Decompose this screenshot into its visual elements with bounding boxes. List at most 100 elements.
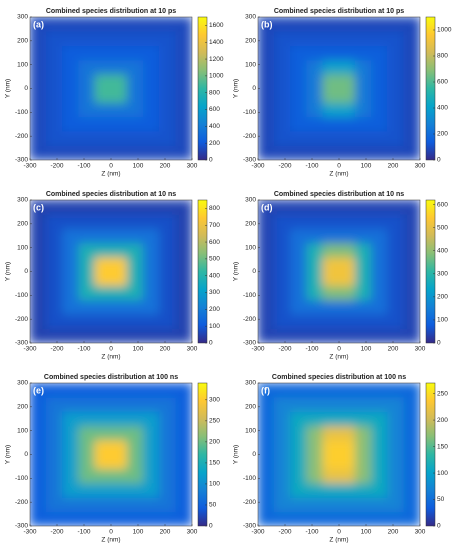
heatmap-cell [110,299,128,315]
heatmap-cell [94,314,112,329]
colorbar-tick-label: 300 [209,289,220,296]
y-tick-label: -100 [15,292,28,299]
y-tick-label: 100 [245,427,256,434]
heatmap-cell [110,439,128,455]
heatmap-cell [403,131,420,146]
heatmap-cell [143,102,160,118]
x-tick-label: -100 [77,529,90,536]
heatmap-cell [258,482,275,498]
heatmap-cell [371,242,388,258]
heatmap-cell [30,314,47,329]
heatmap-cell [159,17,177,32]
x-tick-label: -300 [251,163,264,170]
heatmap-cell [94,397,112,412]
heatmap-cell [78,17,96,32]
heatmap-cell [338,116,356,132]
x-tick-label: 300 [187,346,198,353]
heatmap-cell [143,299,160,315]
heatmap-cell [371,411,388,427]
colorbar-tick-label: 600 [209,239,220,246]
heatmap-cell [354,299,372,315]
heatmap-cell [94,214,112,229]
heatmap-cell [175,511,192,526]
colorbar-tick-label: 200 [437,131,448,138]
heatmap-cell [62,59,79,75]
heatmap-cell [45,31,63,46]
heatmap-cell [78,425,96,441]
heatmap-cell [30,242,47,258]
heatmap-cell [126,511,144,526]
heatmap-cell [371,285,388,301]
heatmap-cell [258,31,275,46]
heatmap-cell [354,482,372,498]
heatmap-cell [143,228,160,244]
heatmap-cell [322,242,340,258]
heatmap-cell [45,482,63,498]
heatmap-cell [273,497,291,512]
heatmap-cell [273,31,291,46]
heatmap-cell [126,468,144,484]
heatmap-cell [110,497,128,512]
x-tick-label: -200 [278,163,291,170]
heatmap-cell [45,200,63,215]
heatmap-cell [143,242,160,258]
heatmap-cell [338,200,356,215]
heatmap-cell [110,31,128,46]
heatmap-cell [159,425,177,441]
heatmap-cell [322,17,340,32]
heatmap-cell [371,439,388,455]
heatmap-cell [175,116,192,132]
heatmap-cell [45,214,63,229]
heatmap-cell [273,116,291,132]
heatmap-cell [387,411,405,427]
heatmap-cell [290,411,307,427]
heatmap-cell [175,299,192,315]
heatmap-cell [126,411,144,427]
heatmap-cell [354,214,372,229]
heatmap-cell [110,425,128,441]
y-tick-label: 300 [17,14,28,21]
heatmap-cell [290,383,307,398]
heatmap-cell [143,497,160,512]
heatmap-cell [322,131,340,146]
colorbar-tick-label: 100 [437,317,448,324]
y-tick-label: -300 [15,340,28,347]
heatmap-cell [94,271,112,287]
heatmap-cell [110,411,128,427]
x-tick-label: 200 [388,529,399,536]
heatmap-cell [110,17,128,32]
heatmap-cell [159,256,177,272]
heatmap-cell [94,73,112,89]
y-tick-label: -300 [15,157,28,164]
heatmap-cell [175,497,192,512]
heatmap-cell [94,116,112,132]
heatmap-cell [62,468,79,484]
heatmap-cell [322,200,340,215]
heatmap-cell [354,131,372,146]
heatmap-cell [110,468,128,484]
heatmap-cell [273,439,291,455]
heatmap-cell [45,88,63,104]
heatmap-cell [273,145,291,160]
colorbar-tick-label: 250 [437,390,448,397]
heatmap-cell [126,131,144,146]
heatmap-cell [387,383,405,398]
heatmap-cell [143,511,160,526]
heatmap-cell [94,454,112,470]
heatmap-cell [126,383,144,398]
heatmap-cell [306,383,324,398]
heatmap-cell [273,285,291,301]
heatmap-cell [387,17,405,32]
heatmap-cell [371,116,388,132]
heatmap-cell [126,425,144,441]
heatmap-cell [159,145,177,160]
heatmap-cell [110,45,128,61]
heatmap-cell [322,73,340,89]
heatmap-cell [322,482,340,498]
heatmap-cell [30,271,47,287]
heatmap-cell [159,482,177,498]
heatmap-cell [94,482,112,498]
heatmap-cell [354,425,372,441]
panel-label: (d) [261,202,273,212]
heatmap-cell [159,383,177,398]
